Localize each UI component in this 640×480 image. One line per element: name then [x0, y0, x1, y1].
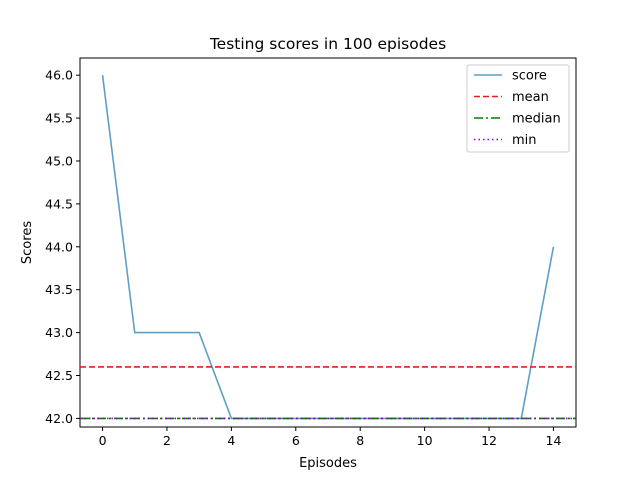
x-tick-label: 10: [417, 433, 433, 448]
y-tick-label: 45.0: [45, 153, 73, 168]
y-tick-label: 43.5: [45, 282, 73, 297]
x-tick-label: 6: [292, 433, 300, 448]
x-tick-label: 4: [227, 433, 235, 448]
legend-label-mean: mean: [512, 90, 549, 105]
x-axis-title: Episodes: [299, 456, 357, 471]
y-tick-label: 42.0: [45, 411, 73, 426]
legend-label-median: median: [512, 112, 561, 127]
y-tick-label: 46.0: [45, 68, 73, 83]
y-tick-label: 44.5: [45, 196, 73, 211]
x-tick-label: 8: [356, 433, 364, 448]
y-tick-label: 42.5: [45, 368, 73, 383]
x-tick-label: 14: [546, 433, 562, 448]
series-layer: [80, 75, 576, 420]
y-tick-label: 43.0: [45, 325, 73, 340]
x-tick-label: 2: [163, 433, 171, 448]
y-tick-label: 44.0: [45, 239, 73, 254]
x-axis: 0 2 4 6 8 10 12 14: [99, 427, 562, 448]
legend: score mean median min: [466, 64, 570, 153]
y-tick-label: 45.5: [45, 111, 73, 126]
x-tick-label: 0: [99, 433, 107, 448]
legend-label-score: score: [512, 69, 547, 84]
y-axis: 42.0 42.5 43.0 43.5 44.0 44.5 45.0 45.5 46.0: [45, 68, 80, 426]
legend-frame: [466, 64, 570, 153]
x-tick-label: 12: [481, 433, 497, 448]
chart-title: Testing scores in 100 episodes: [209, 35, 446, 53]
y-axis-title: Scores: [20, 221, 35, 264]
plot-area: [79, 57, 577, 428]
legend-label-min: min: [512, 133, 537, 148]
